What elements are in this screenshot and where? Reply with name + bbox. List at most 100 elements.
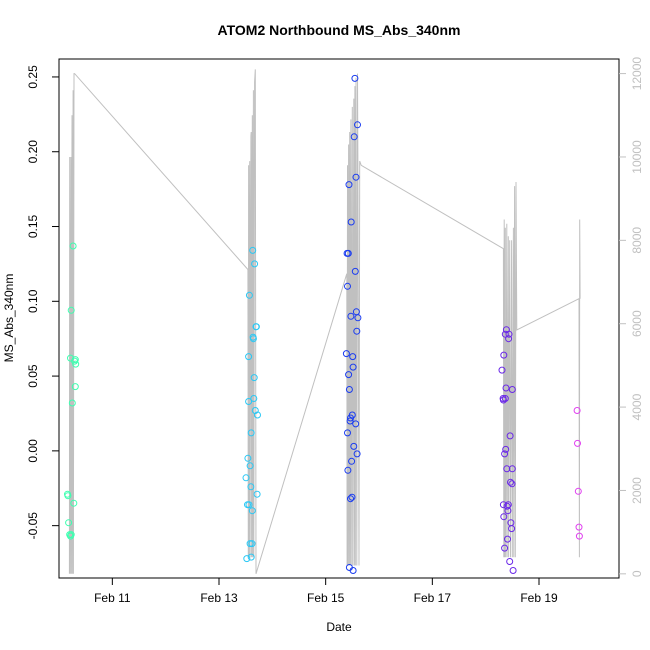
data-point: [500, 513, 508, 521]
y2-tick-label: 6000: [630, 310, 644, 337]
data-point: [509, 567, 517, 574]
data-point: [503, 502, 511, 510]
data-point: [71, 383, 79, 391]
x-tick-label: Feb 17: [414, 591, 452, 605]
data-point: [349, 353, 357, 361]
y-tick-label: -0.05: [26, 512, 40, 540]
data-point: [344, 466, 352, 474]
x-axis: Feb 11 Feb 13 Feb 15 Feb 17 Feb 19: [94, 578, 558, 605]
data-point: [347, 218, 355, 226]
data-point: [505, 335, 513, 343]
y-tick-label: 0.00: [26, 439, 40, 463]
data-point: [247, 483, 255, 491]
data-point: [506, 558, 514, 565]
data-point: [244, 454, 252, 462]
y-tick-label: 0.10: [26, 289, 40, 313]
x-tick-label: Feb 11: [94, 591, 131, 605]
data-point: [505, 330, 513, 338]
data-point: [70, 499, 78, 507]
data-point: [499, 501, 507, 509]
data-point: [249, 246, 257, 254]
data-point: [508, 465, 516, 473]
data-point: [253, 490, 261, 498]
data-point: [344, 429, 351, 437]
data-point: [71, 356, 79, 364]
data-point: [68, 399, 76, 407]
data-point: [245, 353, 253, 361]
data-point: [346, 417, 354, 425]
data-point: [501, 330, 509, 338]
data-point: [351, 74, 359, 82]
x-axis-label: Date: [326, 620, 352, 634]
data-point: [242, 474, 250, 482]
data-point: [247, 553, 255, 561]
data-point: [506, 432, 514, 440]
data-point: [508, 525, 516, 533]
y-axis-right: 0 2000 4000 6000 8000 10000 12000: [619, 57, 644, 577]
data-point: [245, 291, 253, 299]
data-point: [245, 501, 253, 509]
data-point: [508, 480, 516, 488]
y-tick-label: 0.25: [26, 65, 40, 89]
data-point: [251, 260, 259, 268]
y2-tick-label: 12000: [630, 57, 644, 91]
data-point: [347, 312, 355, 320]
data-point: [248, 540, 256, 548]
y2-tick-label: 2000: [630, 477, 644, 504]
data-point: [501, 544, 509, 552]
data-point: [252, 323, 260, 331]
secondary-series-line: [68, 69, 581, 574]
data-point: [504, 535, 511, 543]
data-point: [507, 478, 514, 486]
data-point: [246, 540, 254, 548]
data-point: [352, 173, 360, 181]
data-point: [247, 429, 255, 437]
y2-tick-label: 10000: [630, 140, 644, 174]
points-layer: [64, 74, 583, 574]
data-point: [243, 555, 251, 563]
data-point: [499, 396, 507, 404]
data-point: [575, 532, 583, 540]
y-tick-label: 0.05: [26, 364, 40, 388]
data-point: [250, 395, 258, 402]
data-point: [345, 386, 353, 393]
data-point: [350, 133, 358, 141]
data-point: [348, 457, 356, 465]
data-point: [501, 450, 509, 458]
data-point: [344, 282, 351, 290]
secondary-series-layer: [68, 69, 581, 574]
data-point: [574, 439, 581, 447]
data-point: [249, 335, 257, 343]
data-point: [67, 306, 75, 314]
data-point: [350, 442, 358, 450]
y-tick-label: 0.20: [26, 140, 40, 164]
data-point: [348, 411, 356, 419]
data-point: [254, 411, 261, 419]
y-axis-label: MS_Abs_340nm: [2, 274, 16, 363]
data-point: [353, 450, 361, 458]
data-point: [502, 445, 510, 453]
data-point: [347, 495, 354, 503]
data-point: [69, 242, 77, 250]
data-point: [349, 363, 357, 371]
data-point: [573, 407, 581, 414]
chart-title: ATOM2 Northbound MS_Abs_340nm: [218, 22, 461, 38]
data-point: [64, 492, 72, 500]
data-point: [67, 531, 75, 539]
x-tick-label: Feb 19: [520, 591, 558, 605]
data-point: [500, 351, 508, 359]
data-point: [498, 366, 506, 374]
data-point: [72, 360, 80, 368]
data-point: [245, 398, 253, 405]
data-point: [345, 371, 353, 379]
data-point: [501, 395, 509, 402]
data-point: [574, 487, 582, 495]
data-point: [348, 493, 356, 501]
x-tick-label: Feb 15: [307, 591, 345, 605]
plot-frame: [58, 58, 620, 579]
data-point: [353, 327, 361, 335]
y-axis-left: -0.05 0.00 0.05 0.10 0.15 0.20 0.25: [26, 65, 59, 539]
data-point: [349, 567, 357, 574]
data-point: [248, 507, 256, 515]
y2-tick-label: 4000: [630, 393, 644, 420]
